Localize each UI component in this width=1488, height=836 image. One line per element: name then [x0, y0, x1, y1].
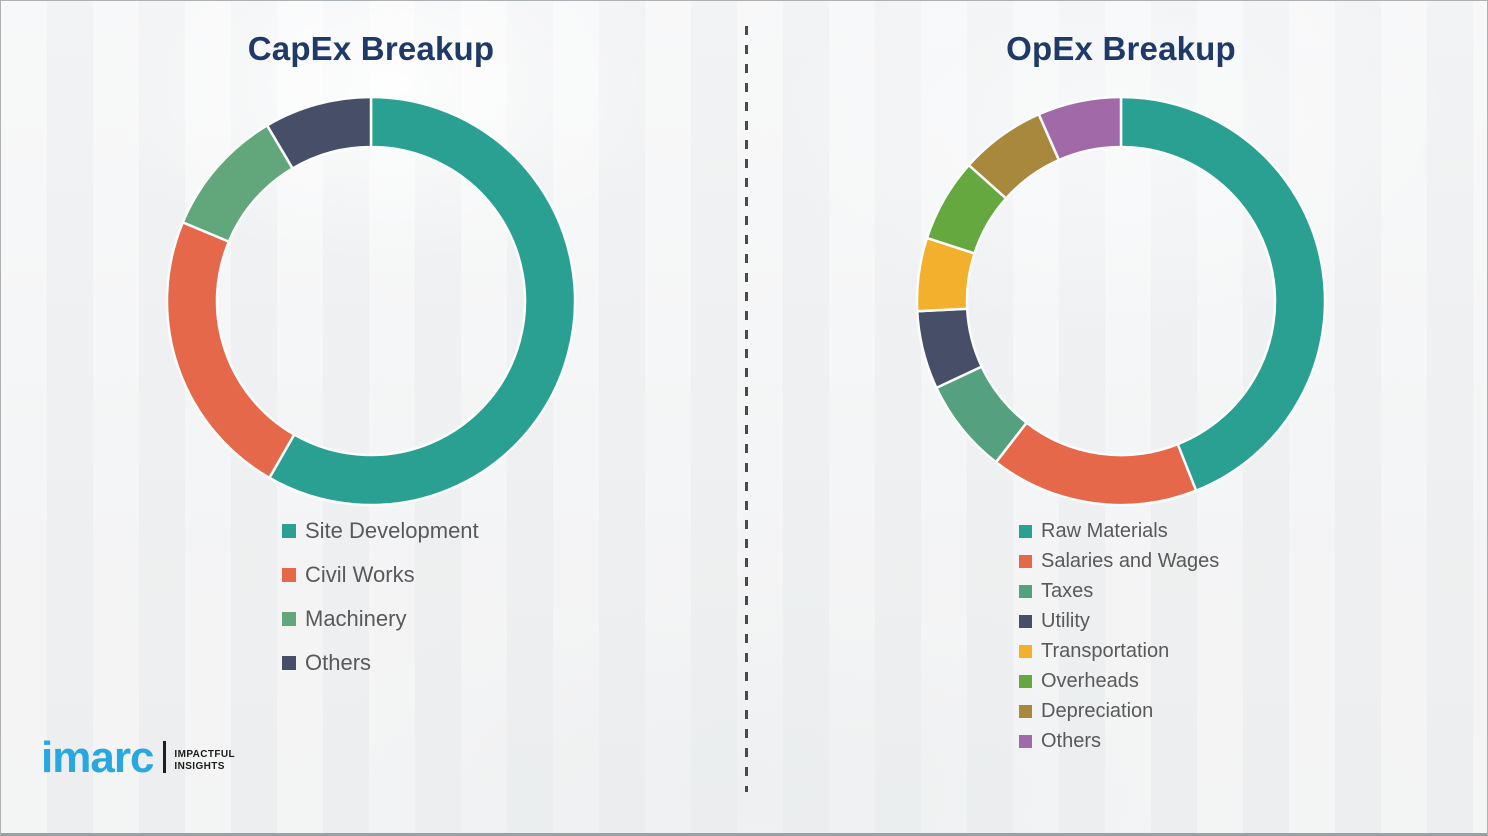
imarc-tagline: IMPACTFUL INSIGHTS	[174, 749, 235, 779]
legend-label: Site Development	[305, 518, 479, 543]
legend-item-taxes: Taxes	[1019, 576, 1219, 606]
legend-item-site-development: Site Development	[282, 509, 479, 553]
legend-item-machinery: Machinery	[282, 597, 479, 641]
legend-item-raw-materials: Raw Materials	[1019, 516, 1219, 546]
legend-item-depreciation: Depreciation	[1019, 696, 1219, 726]
opex-legend: Raw Materials Salaries and Wages Taxes Util…	[1019, 516, 1219, 756]
capex-legend: Site Development Civil Works Machinery Othe…	[282, 509, 479, 685]
legend-item-transportation: Transportation	[1019, 636, 1219, 666]
legend-swatch-machinery	[282, 612, 296, 626]
legend-item-salaries-and-wages: Salaries and Wages	[1019, 546, 1219, 576]
legend-swatch-others	[282, 656, 296, 670]
legend-label: Transportation	[1041, 639, 1170, 662]
capex-donut-chart	[165, 95, 577, 507]
donut-segment-raw-materials	[1119, 95, 1327, 492]
legend-swatch-civil-works	[282, 568, 296, 582]
imarc-wordmark: imarc	[41, 733, 154, 782]
capex-chart-title: CapEx Breakup	[247, 30, 495, 67]
donut-segment-salaries-and-wages	[994, 421, 1198, 507]
donut-segment-others	[1037, 95, 1123, 162]
legend-label: Raw Materials	[1041, 519, 1168, 542]
legend-swatch-transportation	[1019, 644, 1032, 658]
legend-label: Machinery	[305, 606, 407, 631]
legend-item-civil-works: Civil Works	[282, 553, 479, 597]
legend-label: Utility	[1041, 609, 1090, 632]
donut-segment-civil-works	[165, 221, 296, 480]
legend-label: Civil Works	[305, 562, 415, 587]
legend-swatch-utility	[1019, 614, 1032, 628]
legend-swatch-overheads	[1019, 674, 1032, 688]
donut-segment-site-development	[268, 95, 577, 507]
legend-swatch-salaries-and-wages	[1019, 554, 1032, 568]
legend-label: Overheads	[1041, 669, 1139, 692]
legend-item-others: Others	[1019, 726, 1219, 756]
legend-swatch-others	[1019, 734, 1032, 748]
vertical-dashed-divider	[745, 26, 748, 792]
tagline-line-impactful: IMPACTFUL	[174, 748, 236, 760]
opex-chart-title: OpEx Breakup	[1006, 30, 1236, 67]
legend-swatch-site-development	[282, 524, 296, 538]
opex-donut-chart	[915, 95, 1327, 507]
legend-swatch-raw-materials	[1019, 524, 1032, 538]
legend-item-utility: Utility	[1019, 606, 1219, 636]
legend-swatch-taxes	[1019, 584, 1032, 598]
legend-item-overheads: Overheads	[1019, 666, 1219, 696]
logo-divider-bar	[163, 740, 167, 773]
legend-label: Salaries and Wages	[1041, 549, 1220, 572]
imarc-logo: imarc IMPACTFUL INSIGHTS	[41, 733, 235, 782]
tagline-line-insights: INSIGHTS	[174, 761, 225, 773]
legend-label: Depreciation	[1041, 699, 1154, 722]
legend-swatch-depreciation	[1019, 704, 1032, 718]
legend-label: Others	[1041, 729, 1102, 752]
donut-segment-others	[265, 95, 373, 170]
legend-label: Taxes	[1041, 579, 1094, 602]
legend-label: Others	[305, 650, 372, 675]
legend-item-others: Others	[282, 641, 479, 685]
